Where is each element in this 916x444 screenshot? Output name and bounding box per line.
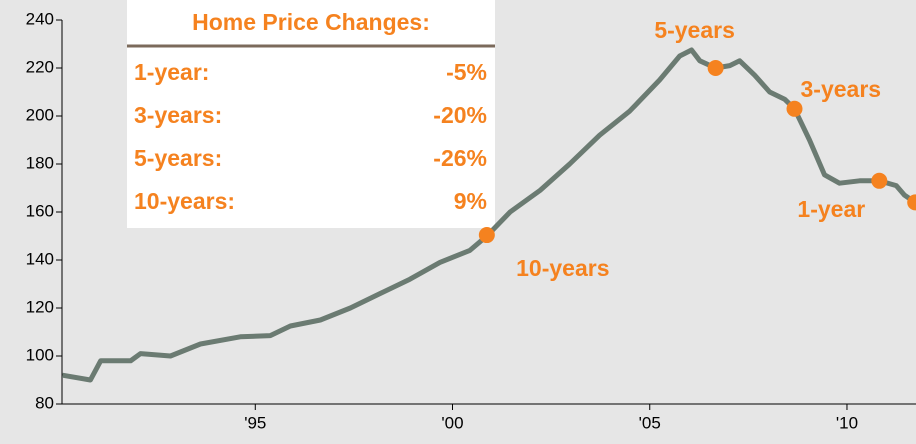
table-label: 5-years: — [134, 145, 222, 171]
table-label: 3-years: — [134, 102, 222, 128]
table-title: Home Price Changes: — [192, 9, 430, 35]
x-tick-label: '05 — [639, 413, 661, 432]
x-tick-label: '10 — [836, 413, 858, 432]
y-tick-label: 120 — [26, 297, 54, 316]
x-tick-label: '95 — [244, 413, 266, 432]
line — [61, 47, 916, 383]
highlight-point — [907, 194, 916, 211]
y-tick-label: 220 — [26, 57, 54, 76]
point-label: 3-years — [801, 76, 882, 102]
y-tick-label: 80 — [35, 393, 54, 412]
table-label: 10-years: — [134, 188, 235, 214]
table-value: -5% — [446, 59, 487, 85]
y-tick-label: 160 — [26, 201, 54, 220]
y-tick-label: 100 — [26, 345, 54, 364]
table-label: 1-year: — [134, 59, 209, 85]
x-tick-label: '00 — [441, 413, 463, 432]
table-box — [127, 0, 495, 228]
table-value: -20% — [433, 102, 487, 128]
table-value: -26% — [433, 145, 487, 171]
point-label: 5-years — [654, 17, 735, 43]
highlight-point — [871, 172, 888, 189]
highlight-point — [707, 60, 724, 76]
y-tick-label: 240 — [26, 9, 54, 28]
table-value: 9% — [454, 188, 487, 214]
point-label: 1-year — [797, 196, 865, 222]
y-tick-label: 140 — [26, 249, 54, 268]
y-tick-label: 200 — [26, 105, 54, 124]
highlight-point — [786, 100, 803, 117]
highlight-point — [478, 227, 495, 244]
point-label: 10-years — [516, 255, 609, 281]
y-tick-label: 180 — [26, 153, 54, 172]
